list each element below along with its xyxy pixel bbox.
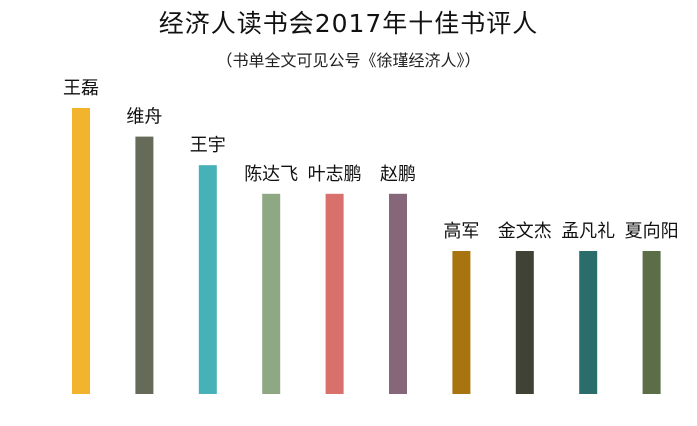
chart-title: 经济人读书会2017年十佳书评人 xyxy=(158,9,539,38)
bar-2 xyxy=(135,136,154,394)
bar-9 xyxy=(579,251,598,394)
bar-7 xyxy=(452,251,471,394)
bar-label-6: 赵鹏 xyxy=(380,164,416,185)
bar-label-2: 维舟 xyxy=(126,107,162,128)
chart-subtitle: （书单全文可见公号《徐瑾经济人》） xyxy=(216,51,481,70)
bar-8 xyxy=(515,251,534,394)
bar-label-5: 叶志鹏 xyxy=(308,164,362,185)
bar-6 xyxy=(389,193,407,394)
bar-5 xyxy=(325,193,344,394)
bar-label-8: 金文杰 xyxy=(498,221,552,242)
bar-label-9: 孟凡礼 xyxy=(561,221,615,242)
bar-4 xyxy=(262,193,281,394)
bar-1 xyxy=(72,108,90,394)
bar-label-1: 王磊 xyxy=(63,78,99,99)
bar-10 xyxy=(642,251,661,394)
bar-3 xyxy=(198,165,217,394)
bar-label-7: 高军 xyxy=(443,221,479,242)
bar-label-4: 陈达飞 xyxy=(244,164,298,185)
bar-label-3: 王宇 xyxy=(190,135,226,156)
bars-layer xyxy=(72,108,661,394)
bar-label-10: 夏向阳 xyxy=(625,221,679,242)
